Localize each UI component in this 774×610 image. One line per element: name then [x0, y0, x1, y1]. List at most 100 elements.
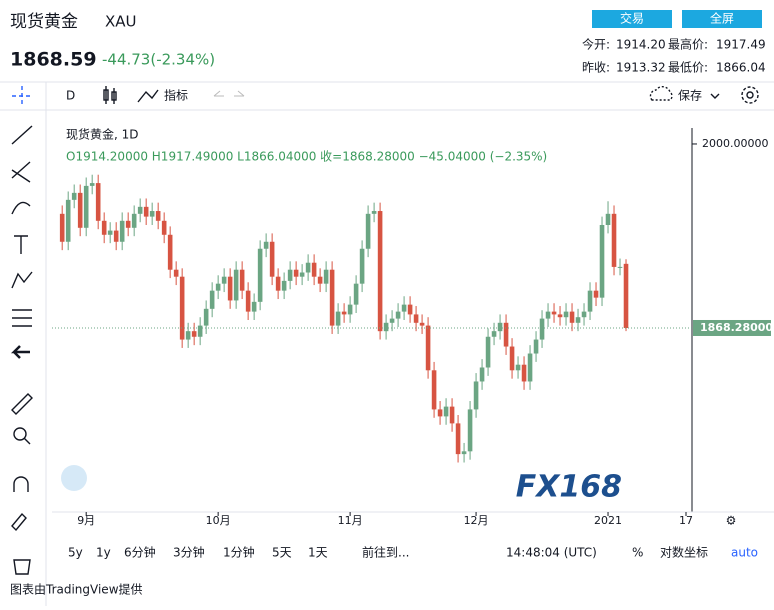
interval[interactable]: D: [66, 89, 75, 103]
candle-body: [263, 241, 269, 249]
candle-body: [59, 213, 65, 242]
indicators[interactable]: 指标: [164, 88, 188, 103]
candle-body: [581, 311, 587, 318]
candle-body: [65, 199, 71, 242]
candle-body: [335, 311, 341, 326]
stat-value: 1913.32: [616, 61, 666, 75]
fullscreen-button-label[interactable]: 全屏: [710, 11, 734, 26]
x-tick-label: 17: [679, 514, 693, 527]
axis-settings[interactable]: ⚙: [726, 514, 737, 528]
candle-body: [143, 206, 149, 217]
candle-body: [101, 220, 107, 235]
candle-body: [329, 269, 335, 326]
trade-button[interactable]: [592, 10, 672, 28]
candle-body: [119, 220, 125, 242]
candle-body: [185, 331, 191, 340]
candle-body: [305, 262, 311, 273]
fullscreen-button[interactable]: [682, 10, 762, 28]
x-tick-label: 2021: [594, 514, 622, 527]
bottom-bar: 5y 1y 6分钟 3分钟 1分钟 5天 1天 前往到... 14:48:04 (UTC)% 对数…: [68, 545, 758, 560]
candle-body: [575, 317, 581, 323]
trade-button-label[interactable]: 交易: [620, 11, 644, 26]
candle-body: [449, 406, 455, 424]
candle-body: [281, 280, 287, 291]
candle-body: [317, 276, 323, 284]
candle-body: [179, 276, 185, 340]
candle-body: [275, 276, 281, 291]
legend-title: 现货黄金, 1D: [66, 127, 139, 142]
candle-body: [71, 192, 77, 200]
candle-body: [131, 213, 137, 228]
candle-body: [95, 183, 101, 221]
candle-body: [443, 406, 449, 417]
candle-body: [113, 230, 119, 242]
candle-body: [491, 331, 497, 337]
cloud-icon[interactable]: [649, 86, 673, 101]
candle-body: [539, 318, 545, 340]
range-button[interactable]: 5y: [68, 546, 83, 560]
candle-body: [137, 206, 143, 214]
range-button[interactable]: 1天: [308, 546, 328, 560]
candle-body: [203, 308, 209, 326]
candle-body: [227, 276, 233, 301]
settings-icon[interactable]: [741, 86, 759, 104]
candle-body: [347, 304, 353, 315]
candle-body: [413, 314, 419, 323]
range-button[interactable]: 3分钟: [173, 545, 205, 560]
candle-body: [299, 272, 305, 277]
range-button[interactable]: 5天: [272, 546, 292, 560]
footer: 图表由TradingView提供: [10, 582, 143, 597]
candle-body: [365, 213, 371, 249]
candle-body: [125, 220, 131, 228]
watermark: FX168: [516, 470, 622, 505]
candle-body: [209, 290, 215, 309]
candle-body: [461, 451, 467, 455]
candle-body: [269, 241, 275, 277]
candle-body: [293, 269, 299, 277]
candle-body: [245, 290, 251, 312]
left-tools[interactable]: [10, 86, 33, 575]
dropdown[interactable]: [710, 93, 720, 99]
auto-toggle[interactable]: auto: [731, 546, 758, 560]
candle-body: [323, 269, 329, 284]
candle-body: [509, 346, 515, 371]
clock: 14:48:04 (UTC): [506, 546, 597, 560]
stat-value: 1866.04: [716, 61, 766, 75]
candle-body: [191, 331, 197, 337]
candle-body: [545, 311, 551, 319]
candle-body: [395, 311, 401, 319]
candle-body: [389, 318, 395, 323]
range-button[interactable]: 1分钟: [223, 545, 255, 560]
x-tick-label: 10月: [206, 514, 231, 527]
range-button[interactable]: 6分钟: [124, 545, 156, 560]
candle-body: [563, 311, 569, 318]
candle-body: [239, 269, 245, 291]
candle-body: [515, 364, 521, 371]
undo-redo[interactable]: [213, 90, 245, 97]
save[interactable]: 保存: [678, 89, 702, 103]
stat-label: 今开:: [582, 37, 610, 52]
symbol-code: XAU: [105, 13, 137, 31]
price-label-box: [693, 319, 771, 336]
symbol-title: 现货黄金: [10, 12, 78, 32]
candle-body: [455, 423, 461, 455]
range-button[interactable]: 1y: [96, 546, 111, 560]
candle-body: [77, 192, 83, 228]
candle-body: [251, 301, 257, 312]
candle-body: [497, 322, 503, 332]
candle-body: [155, 211, 161, 221]
log-toggle[interactable]: 对数坐标: [660, 545, 708, 560]
candle-body: [89, 183, 95, 186]
candle-body: [83, 185, 89, 228]
price-change: -44.73(-2.34%): [102, 51, 215, 69]
candle-body: [425, 325, 431, 371]
candle-body: [371, 211, 377, 214]
indicator-icon[interactable]: [137, 89, 159, 103]
goto[interactable]: 前往到...: [362, 545, 409, 560]
percent-toggle[interactable]: %: [632, 546, 643, 560]
candle-icon[interactable]: [103, 86, 117, 104]
price-label: 1868.28000: [700, 321, 773, 334]
candle-body: [215, 283, 221, 291]
candle-body: [605, 213, 611, 225]
